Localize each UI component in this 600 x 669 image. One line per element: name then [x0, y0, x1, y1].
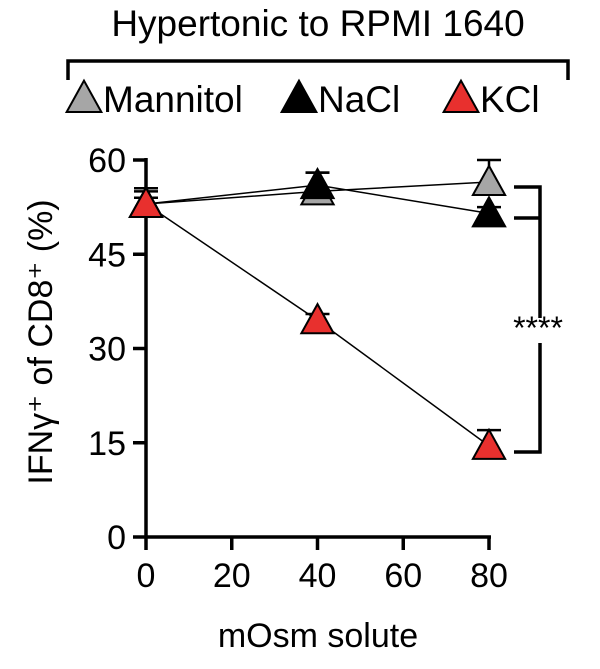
data-point: [128, 185, 164, 218]
legend-marker-mannitol: [64, 78, 104, 113]
chart-title: Hypertonic to RPMI 1640: [111, 3, 524, 44]
x-tick-label: 20: [213, 557, 251, 595]
series-layer: [128, 158, 507, 460]
significance-bracket: [514, 185, 542, 454]
x-axis-label: mOsm solute: [218, 617, 418, 655]
x-tick-label: 0: [137, 557, 156, 595]
x-tick-label: 80: [470, 557, 508, 595]
y-axis-label: IFNγ⁺ of CD8⁺ (%): [22, 199, 60, 484]
data-point: [471, 195, 507, 228]
x-tick-label: 40: [299, 557, 337, 595]
data-point: [471, 427, 507, 460]
legend-label-kcl: KCl: [480, 79, 540, 120]
legend-label-mannitol: Mannitol: [103, 79, 243, 120]
data-point: [299, 166, 336, 200]
y-tick-label: 15: [88, 425, 126, 463]
y-tick-label: 30: [88, 331, 126, 369]
y-tick-label: 45: [88, 236, 126, 274]
data-point: [299, 302, 336, 335]
legend-label-nacl: NaCl: [318, 79, 400, 120]
legend: Mannitol NaCl KCl: [64, 78, 540, 120]
series-kcl: [128, 185, 507, 460]
title-bracket: [66, 59, 570, 80]
legend-marker-nacl: [279, 78, 319, 113]
significance-label: ****: [513, 310, 563, 346]
series-nacl: [128, 166, 507, 228]
axes: 0 15 30 45 60 0 20 40 60 80: [88, 142, 508, 595]
legend-marker-kcl: [441, 78, 481, 113]
y-tick-label: 60: [88, 142, 126, 180]
y-tick-label: 0: [107, 519, 126, 557]
x-tick-label: 60: [384, 557, 422, 595]
data-point: [471, 163, 507, 196]
